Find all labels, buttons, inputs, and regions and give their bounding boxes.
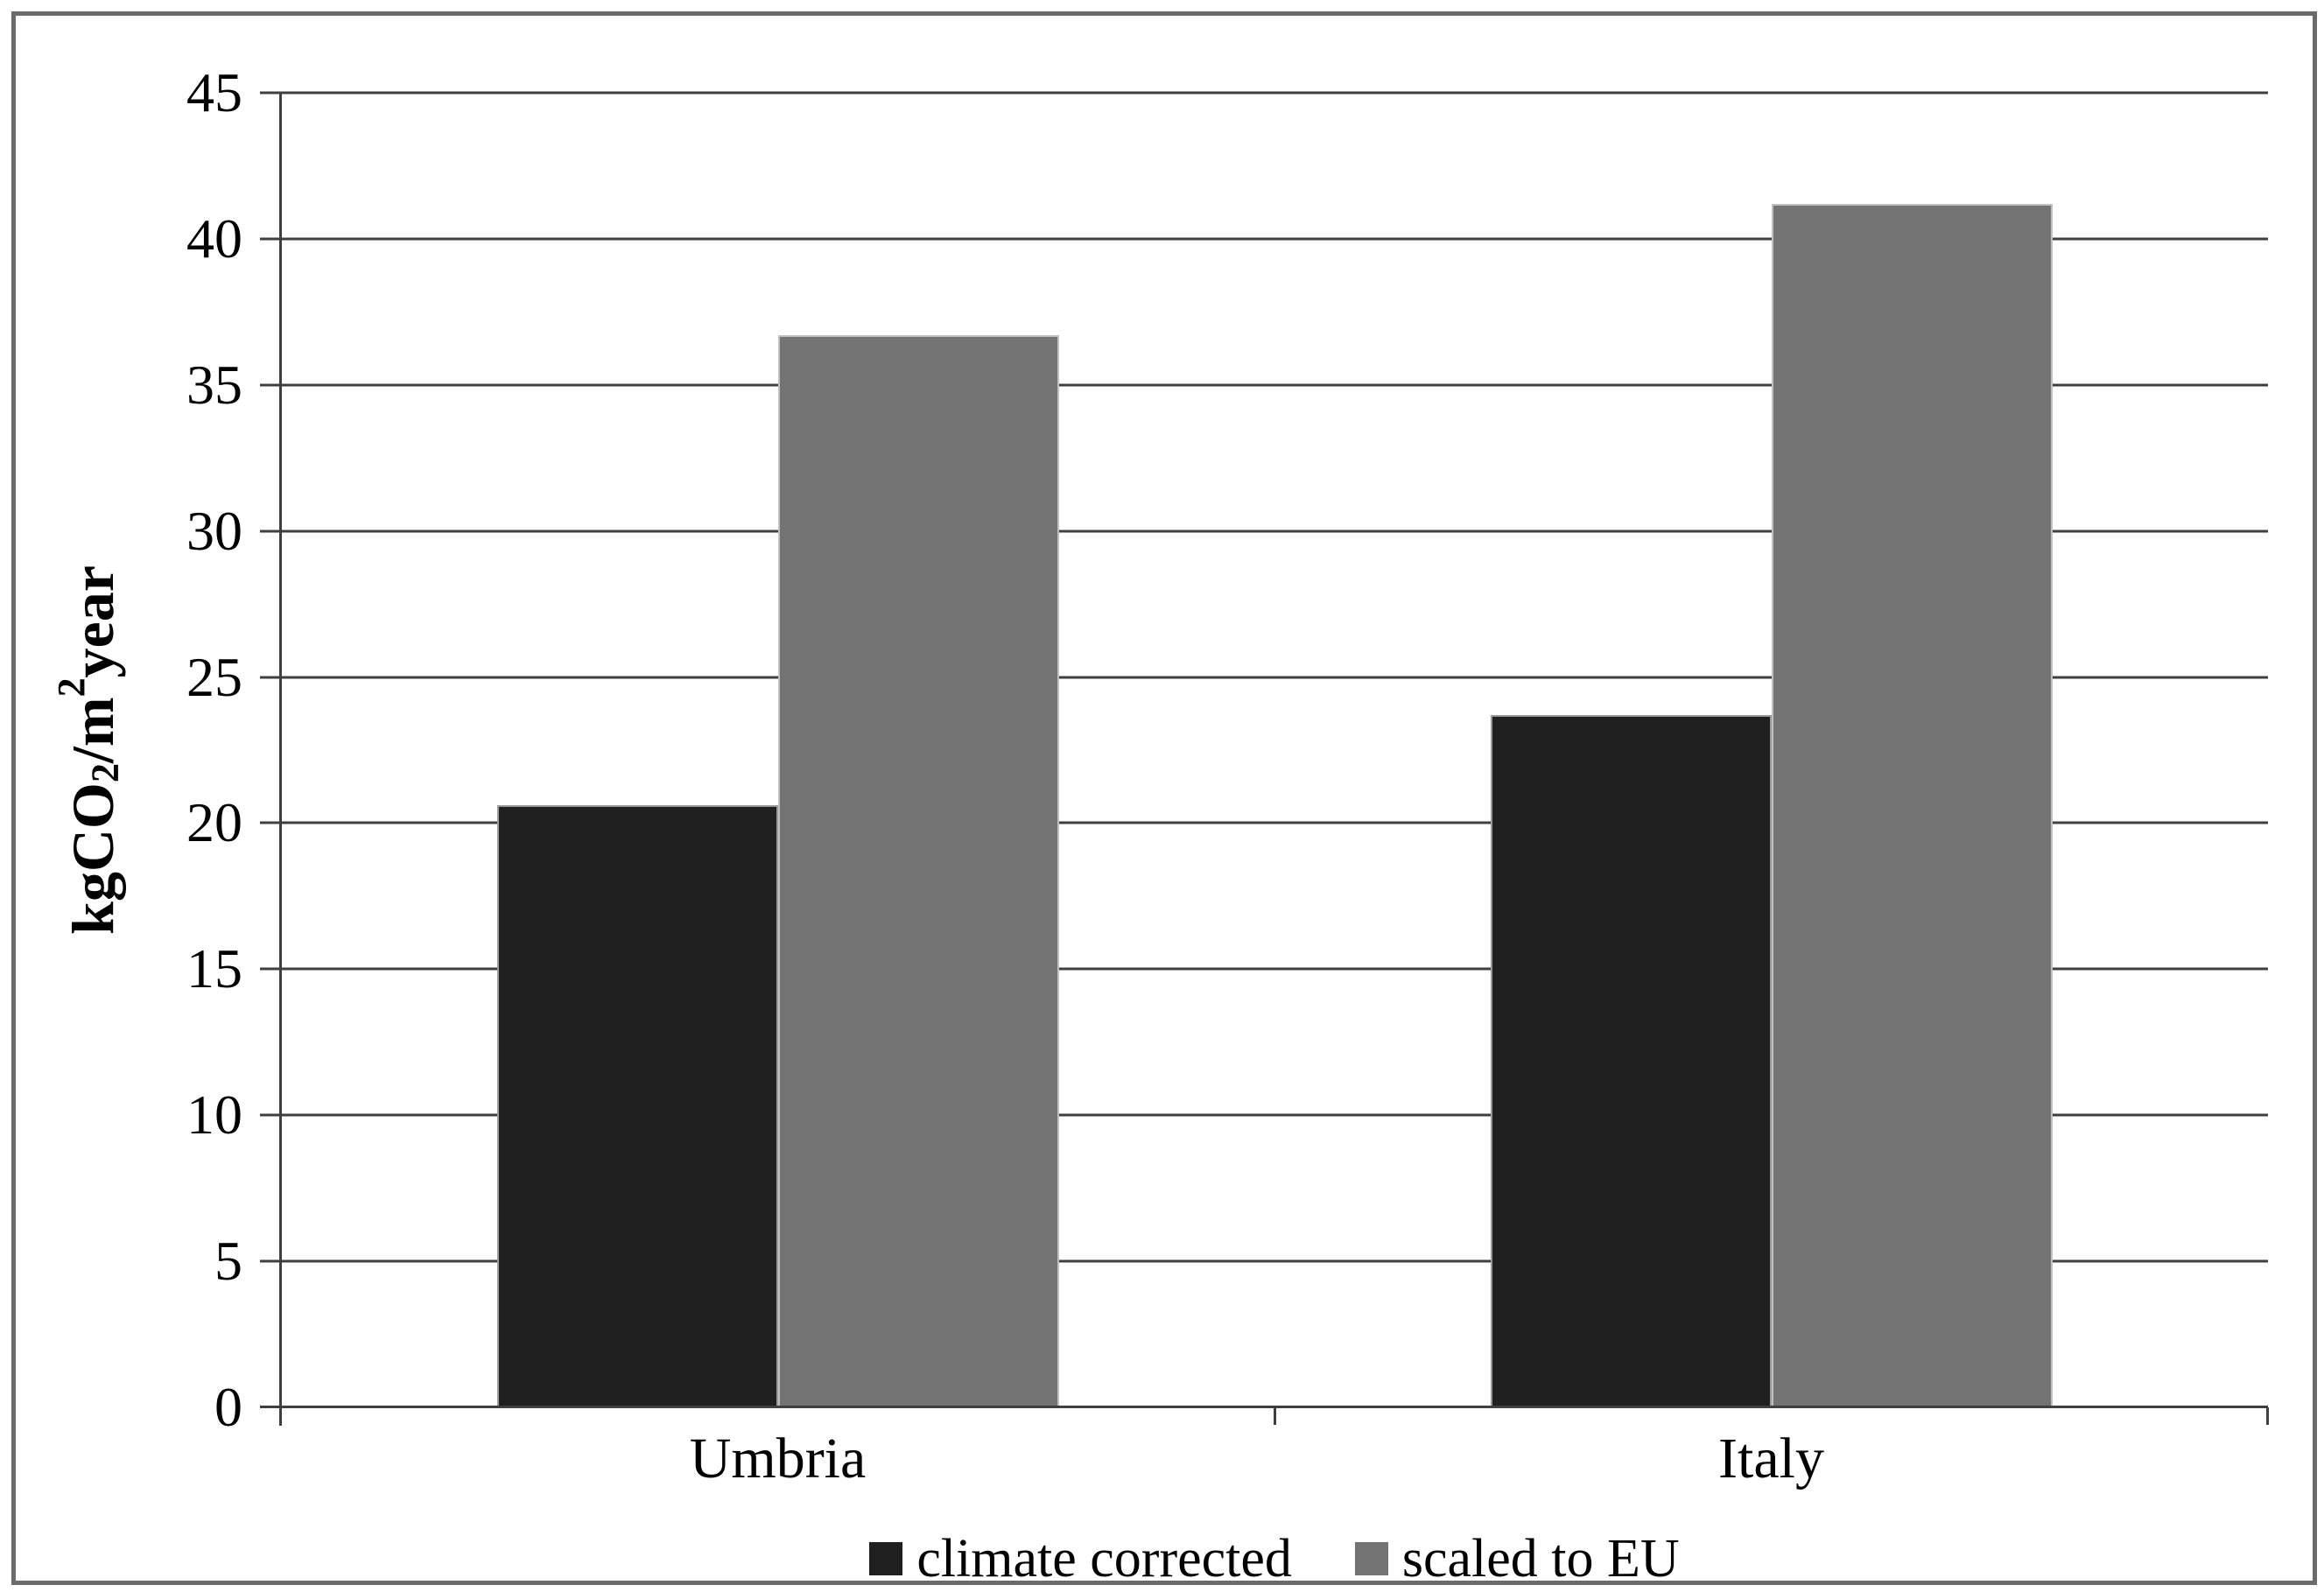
y-axis-title-subscript: 2 [83,763,127,783]
x-axis-category-tick-middle [1273,1407,1276,1425]
legend-label-climate-corrected: climate corrected [916,1529,1292,1588]
y-tick-label-20: 20 [186,791,242,854]
y-tick-label-0: 0 [214,1376,242,1438]
y-axis-title: kgCO2/m2year [32,93,145,1407]
bar-italy-climate-corrected [1490,714,1772,1407]
legend-item-climate-corrected: climate corrected [869,1532,1292,1586]
y-axis-title-superscript: 2 [50,677,94,698]
y-tick-label-30: 30 [186,499,242,562]
y-tick-label-10: 10 [186,1084,242,1147]
gridline-5 [260,1259,2268,1263]
legend-swatch-scaled-to-eu [1354,1542,1388,1575]
bar-umbria-climate-corrected [496,805,778,1407]
y-axis-line [279,93,282,1426]
bar-group-italy [1274,93,2268,1407]
legend: climate corrected scaled to EU [281,1532,2268,1586]
category-label-umbria: Umbria [689,1427,867,1490]
legend-item-scaled-to-eu: scaled to EU [1354,1529,1680,1588]
x-axis-line [260,1406,2268,1408]
legend-label-scaled-to-eu: scaled to EU [1401,1529,1680,1588]
gridline-10 [260,1113,2268,1117]
gridline-15 [260,967,2268,971]
gridline-45 [260,91,2268,95]
y-tick-label-25: 25 [186,645,242,708]
bar-italy-scaled-to-eu [1771,203,2053,1407]
legend-swatch-climate-corrected [869,1542,903,1575]
gridline-35 [260,383,2268,387]
y-tick-label-45: 45 [186,61,242,123]
plot-area: 0 5 10 15 20 25 30 35 40 45 [186,65,2269,1435]
y-tick-label-40: 40 [186,207,242,270]
figure-frame: kgCO2/m2year 0 5 10 15 20 25 30 35 40 45 Umbria I… [11,11,2317,1586]
gridline-20 [260,821,2268,824]
y-tick-label-15: 15 [186,937,242,1000]
y-tick-label-35: 35 [186,353,242,416]
gridline-30 [260,529,2268,533]
x-axis-category-tick-right [2266,1407,2269,1425]
gridline-40 [260,237,2268,241]
gridline-25 [260,676,2268,679]
category-label-italy: Italy [1718,1427,1824,1490]
y-axis-title-text: kgCO2/m2year [50,565,127,935]
bar-group-umbria [281,93,1274,1407]
bar-groups [281,93,2268,1407]
bar-umbria-scaled-to-eu [777,335,1059,1407]
x-axis-category-labels: Umbria Italy [281,1430,2268,1488]
y-tick-label-5: 5 [214,1230,242,1293]
